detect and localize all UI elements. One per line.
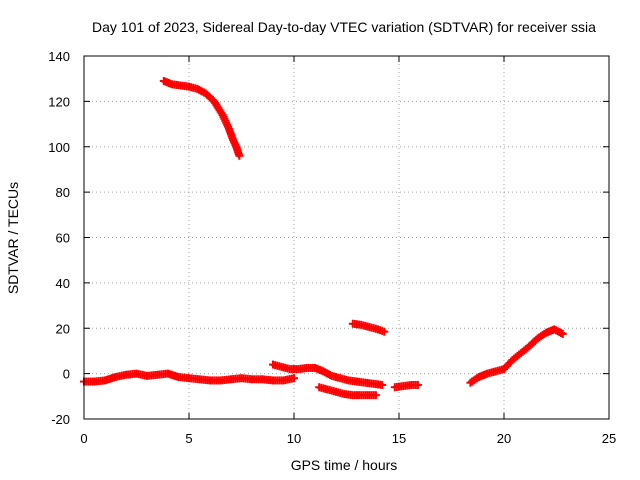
series-segment-3 xyxy=(269,360,387,389)
y-tick-label: 20 xyxy=(56,321,70,336)
y-axis-label: SDTVAR / TECUs xyxy=(5,182,21,294)
y-tick-label: 0 xyxy=(63,367,70,382)
axes: 0 5 10 15 20 25 -20 0 20 40 60 80 100 120 140 xyxy=(48,49,616,446)
x-axis-label: GPS time / hours xyxy=(291,457,398,473)
series-segment-5 xyxy=(348,319,389,336)
x-tick-label: 25 xyxy=(602,431,616,446)
data-point xyxy=(378,380,387,389)
y-tick-label: 80 xyxy=(56,185,70,200)
y-tick-label: 100 xyxy=(48,140,70,155)
x-tick-label: 20 xyxy=(497,431,511,446)
y-tick-label: 120 xyxy=(48,94,70,109)
grid xyxy=(84,56,609,419)
data-point xyxy=(290,374,298,383)
chart-title: Day 101 of 2023, Sidereal Day-to-day VTE… xyxy=(92,19,596,35)
series-segment-4 xyxy=(315,383,380,400)
y-tick-label: 40 xyxy=(56,276,70,291)
data-point xyxy=(235,151,244,160)
x-tick-label: 0 xyxy=(80,431,87,446)
x-tick-label: 15 xyxy=(392,431,406,446)
series-segment-2 xyxy=(80,369,298,386)
x-tick-label: 10 xyxy=(287,431,301,446)
y-tick-label: 60 xyxy=(56,231,70,246)
data-point xyxy=(413,380,422,389)
data-points xyxy=(80,76,567,400)
x-tick-label: 5 xyxy=(185,431,192,446)
series-segment-1 xyxy=(159,76,244,160)
plot-frame xyxy=(83,55,610,420)
data-point xyxy=(380,327,389,336)
series-segment-6 xyxy=(390,380,422,392)
y-tick-label: 140 xyxy=(48,49,70,64)
series-segment-7 xyxy=(466,325,567,387)
data-point xyxy=(558,329,567,338)
data-point xyxy=(371,391,380,400)
y-tick-label: -20 xyxy=(51,412,70,427)
